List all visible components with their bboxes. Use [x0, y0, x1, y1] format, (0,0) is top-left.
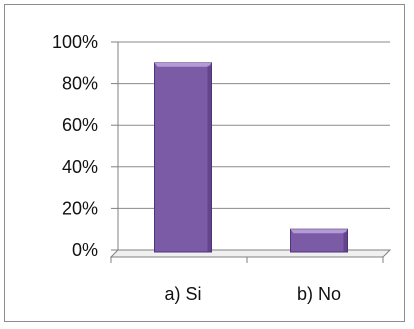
y-tick-label: 60% — [62, 115, 98, 135]
x-category-label: b) No — [297, 284, 341, 304]
chart-floor — [109, 249, 392, 258]
bar-top — [154, 62, 212, 67]
y-tick-label: 0% — [72, 240, 98, 260]
y-tick-label: 100% — [52, 32, 98, 52]
bar — [154, 62, 212, 253]
y-tick-label: 20% — [62, 198, 98, 218]
bar-side — [343, 232, 348, 252]
bar-side — [207, 65, 212, 252]
bar-top — [290, 229, 348, 234]
y-tick-label: 80% — [62, 74, 98, 94]
y-tick-label: 40% — [62, 157, 98, 177]
x-category-label: a) Si — [164, 284, 201, 304]
